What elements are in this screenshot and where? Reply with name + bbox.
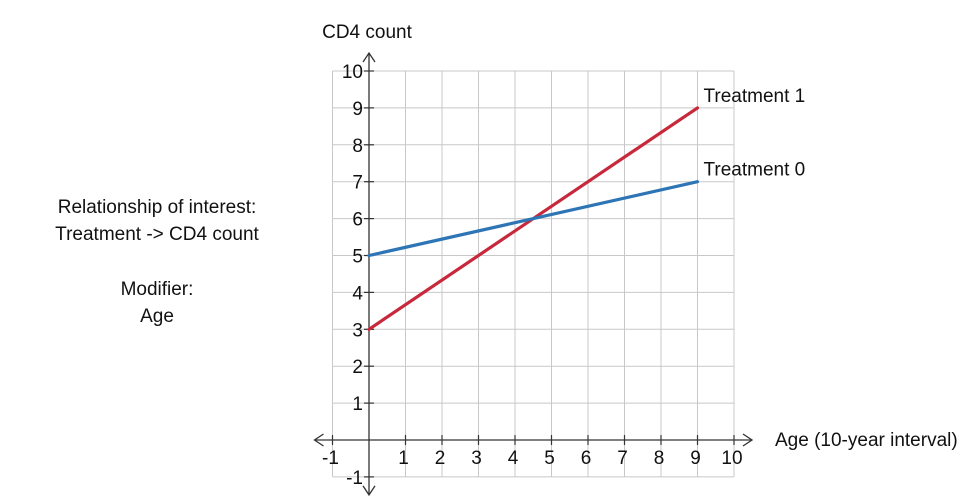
x-tick-label: 9 bbox=[690, 448, 701, 469]
x-tick-label: -1 bbox=[322, 448, 339, 469]
x-tick-label: 8 bbox=[654, 448, 665, 469]
x-tick-label: 3 bbox=[471, 448, 482, 469]
tick-labels: -1 1 2 3 4 5 6 7 8 9 10 -1 1 2 3 4 5 6 7 8 9 10 bbox=[322, 62, 743, 489]
modifier-annotation: Modifier: Age bbox=[92, 276, 222, 330]
relationship-line-2: Treatment -> CD4 count bbox=[55, 224, 259, 245]
x-axis-arrow-right bbox=[742, 433, 754, 447]
y-tick-label: 1 bbox=[352, 394, 363, 415]
y-tick-label: 9 bbox=[352, 99, 363, 120]
x-axis-arrow-left bbox=[313, 433, 324, 447]
relationship-annotation: Relationship of interest: Treatment -> C… bbox=[42, 194, 272, 248]
x-tick-label: 1 bbox=[398, 448, 409, 469]
y-tick-label: 5 bbox=[352, 247, 363, 268]
relationship-line-1: Relationship of interest: bbox=[57, 197, 257, 218]
tick-marks bbox=[331, 70, 735, 478]
grid bbox=[332, 70, 735, 478]
modifier-line-1: Modifier: bbox=[120, 279, 194, 300]
x-tick-label: 10 bbox=[721, 448, 742, 469]
y-tick-label: 10 bbox=[342, 62, 363, 83]
series-lines bbox=[367, 106, 700, 331]
x-tick-label: 2 bbox=[435, 448, 446, 469]
x-tick-label: 4 bbox=[508, 448, 519, 469]
y-axis-arrow-up bbox=[362, 51, 376, 63]
series-label-treatment-0: Treatment 0 bbox=[704, 160, 806, 181]
y-tick-label: 6 bbox=[352, 210, 363, 231]
x-tick-label: 6 bbox=[581, 448, 592, 469]
y-tick-label: 3 bbox=[352, 320, 363, 341]
x-tick-label: 7 bbox=[617, 448, 628, 469]
x-axis-label: Age (10-year interval) bbox=[775, 430, 958, 451]
series-labels: Treatment 1 Treatment 0 bbox=[704, 86, 806, 181]
series-label-treatment-1: Treatment 1 bbox=[704, 86, 806, 107]
y-tick-label: 7 bbox=[352, 173, 363, 194]
y-axis-label: CD4 count bbox=[322, 22, 412, 43]
y-tick-label: 8 bbox=[352, 136, 363, 157]
y-axis-arrow-down bbox=[362, 485, 376, 497]
axes bbox=[313, 51, 754, 497]
y-tick-label: -1 bbox=[346, 468, 363, 489]
modifier-line-2: Age bbox=[140, 306, 174, 327]
y-tick-label: 2 bbox=[352, 357, 363, 378]
x-tick-label: 5 bbox=[544, 448, 555, 469]
series-line-treatment-0 bbox=[367, 180, 700, 258]
y-tick-label: 4 bbox=[352, 283, 363, 304]
